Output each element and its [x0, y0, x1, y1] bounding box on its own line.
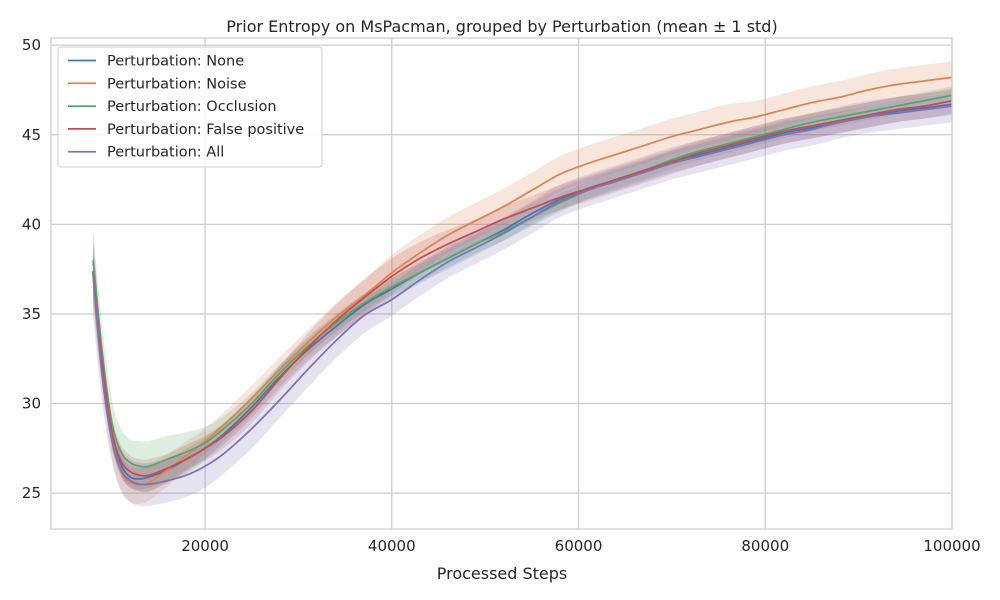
legend-label: Perturbation: All — [107, 145, 224, 161]
std-band-1 — [93, 61, 952, 505]
x-tick-label: 40000 — [368, 537, 416, 555]
legend: Perturbation: None Perturbation: Noise Per… — [57, 46, 323, 168]
y-axis-ticks: 25 30 35 40 45 50 — [22, 36, 41, 502]
x-axis-ticks: 20000 40000 60000 80000 100000 — [181, 537, 980, 555]
y-tick-label: 25 — [22, 484, 41, 502]
x-tick-label: 20000 — [181, 537, 229, 555]
x-tick-label: 100000 — [923, 537, 980, 555]
x-axis-title: Processed Steps — [437, 564, 568, 583]
y-tick-label: 40 — [22, 215, 41, 233]
plot-frame — [50, 37, 953, 530]
x-tick-label: 80000 — [741, 537, 789, 555]
y-tick-label: 30 — [22, 395, 41, 413]
y-tick-label: 50 — [22, 36, 41, 54]
legend-label: Perturbation: Noise — [107, 76, 247, 92]
std-band-3 — [93, 88, 952, 493]
y-tick-label: 35 — [22, 305, 41, 323]
series-line-2 — [92, 94, 953, 468]
y-tick-label: 45 — [22, 126, 41, 144]
series-line-3 — [92, 99, 953, 477]
chart-title: Prior Entropy on MsPacman, grouped by Pe… — [226, 17, 777, 36]
x-tick-label: 60000 — [555, 537, 603, 555]
series-lines — [92, 76, 953, 486]
legend-label: Perturbation: False positive — [107, 122, 304, 138]
std-band-2 — [93, 86, 952, 493]
series-line-4 — [92, 105, 953, 486]
legend-label: Perturbation: None — [107, 54, 244, 70]
series-line-1 — [92, 76, 953, 486]
legend-box — [57, 46, 323, 168]
legend-label: Perturbation: Occlusion — [107, 99, 277, 115]
